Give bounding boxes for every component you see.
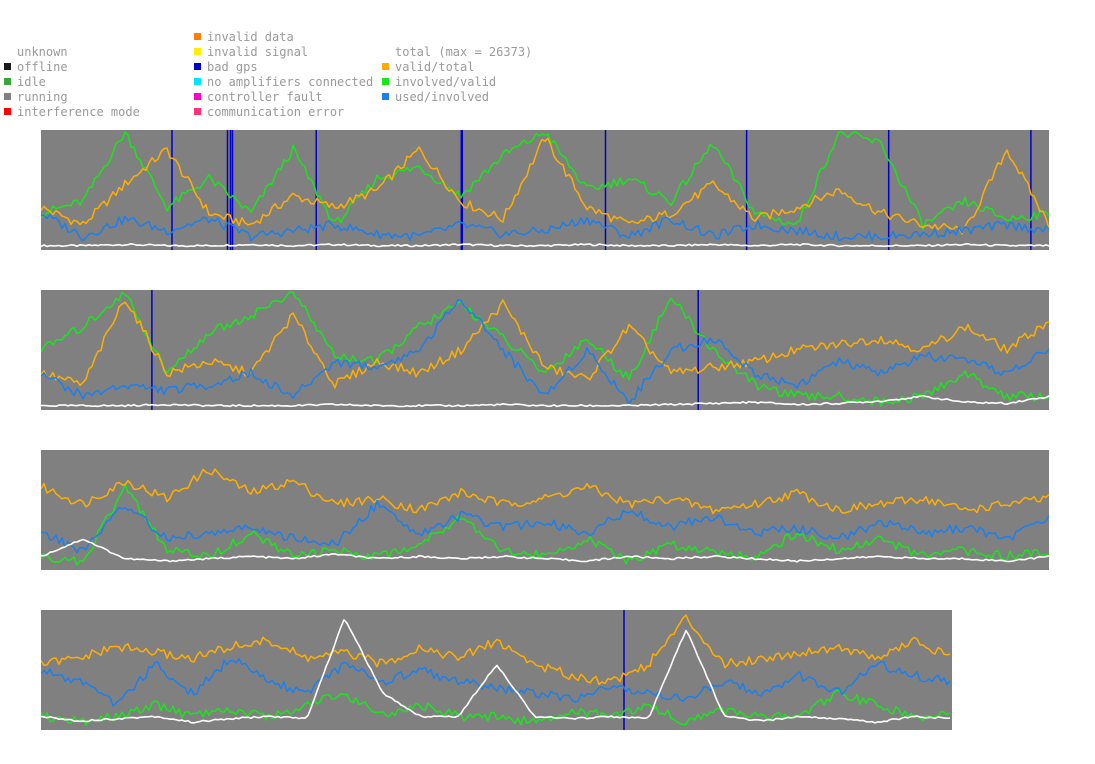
used-involved-line: [41, 499, 1049, 554]
legend-swatch: [4, 93, 11, 100]
used-involved-line: [41, 213, 1049, 242]
legend-swatch: [194, 108, 201, 115]
chart-panel-2: [41, 290, 1049, 410]
legend-label: involved/valid: [395, 75, 497, 89]
total-line: [41, 538, 1049, 563]
legend-label: used/involved: [395, 90, 489, 104]
legend-label: controller fault: [207, 90, 323, 104]
legend-swatch: [194, 48, 201, 55]
legend-label: offline: [17, 60, 68, 74]
used-involved-line: [41, 298, 1049, 406]
legend-label: unknown: [17, 45, 68, 59]
legend-status-column: unknown offline idle running interference mo…: [4, 30, 184, 120]
total-line: [41, 243, 1049, 248]
used-involved-line: [41, 658, 951, 707]
legend-ratio-column: total (max = 26373) valid/total involved/v…: [382, 30, 562, 120]
involved-valid-line: [41, 291, 1049, 407]
chart-panel-1: [41, 130, 1049, 250]
legend-swatch: [382, 93, 389, 100]
chart-panel-2-plot: [41, 290, 1049, 410]
legend-swatch: [382, 63, 389, 70]
legend-label: no amplifiers connected: [207, 75, 374, 89]
legend-swatch: [194, 78, 201, 85]
valid-total-line: [41, 614, 951, 686]
legend-label: interference mode: [17, 105, 140, 119]
legend-swatch: [194, 63, 201, 70]
valid-total-line: [41, 468, 1049, 515]
legend-swatch: [194, 33, 201, 40]
legend-swatch: [194, 93, 201, 100]
chart-panel-4: [41, 610, 952, 730]
legend-label: invalid signal: [207, 45, 309, 59]
involved-valid-line: [41, 689, 951, 726]
legend-label: running: [17, 90, 68, 104]
total-line: [41, 619, 950, 724]
chart-panel-3-plot: [41, 468, 1049, 566]
legend-label: bad gps: [207, 60, 258, 74]
involved-valid-line: [41, 131, 1049, 231]
legend-error-column: invalid data invalid signal bad gps no ampl…: [194, 30, 384, 120]
valid-total-line: [41, 299, 1049, 389]
chart-panel-1-plot: [41, 130, 1049, 250]
legend-swatch: [4, 108, 11, 115]
legend-swatch: [4, 78, 11, 85]
valid-total-line: [41, 137, 1049, 235]
involved-valid-line: [41, 483, 1049, 566]
chart-panel-4-plot: [41, 610, 951, 730]
total-line: [41, 394, 1049, 408]
legend-swatch: [4, 63, 11, 70]
legend-swatch: [382, 78, 389, 85]
legend-label: communication error: [207, 105, 345, 119]
legend: unknown offline idle running interference mo…: [0, 30, 1095, 122]
chart-panel-3: [41, 450, 1049, 570]
legend-label: invalid data: [207, 30, 294, 44]
legend-label: valid/total: [395, 60, 475, 74]
legend-label: total (max = 26373): [395, 45, 533, 59]
legend-label: idle: [17, 75, 46, 89]
